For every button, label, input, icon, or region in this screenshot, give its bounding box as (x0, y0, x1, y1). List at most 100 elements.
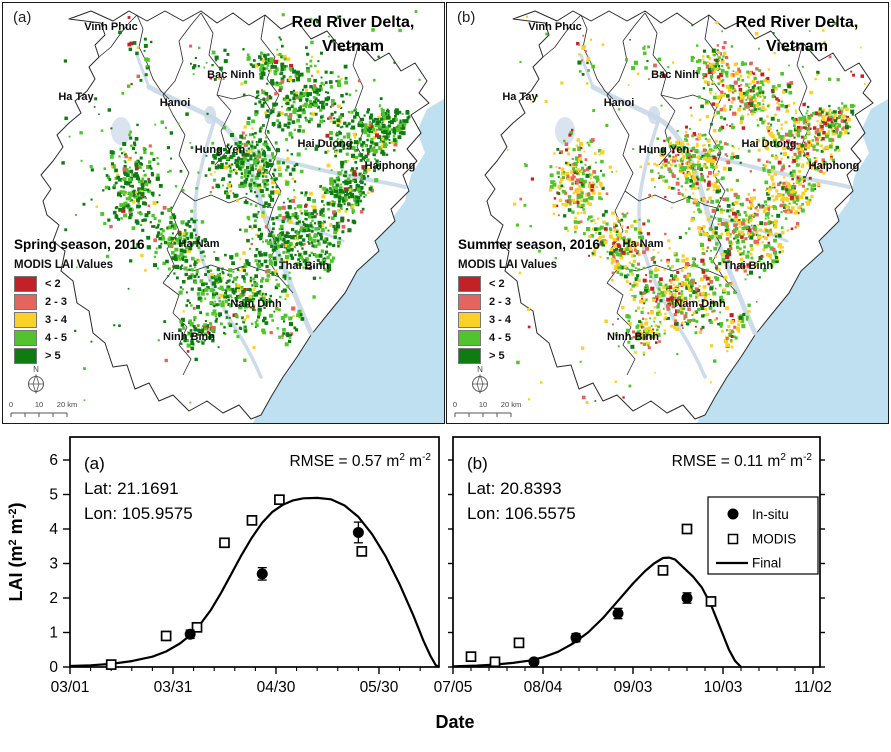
legend-row: 4 - 5 (458, 329, 557, 347)
legend-color-swatch (14, 312, 37, 328)
legend-class-label: 4 - 5 (45, 332, 68, 344)
y-axis-title: LAI (m2 m-2) (6, 503, 26, 602)
svg-text:20 km: 20 km (501, 400, 521, 409)
modis-points (465, 523, 717, 668)
modis-marker (513, 637, 525, 649)
compass-icon: N (28, 365, 44, 395)
compass-icon: N (472, 365, 488, 395)
x-axis-ticks: 03/01 03/31 04/30 05/30 (51, 667, 421, 696)
legend-color-swatch (458, 276, 481, 292)
province-label: Hanoi (603, 97, 635, 109)
final-curve (69, 496, 440, 668)
map-title-line2: Vietnam (766, 38, 828, 55)
legend-color-swatch (458, 312, 481, 328)
legend-class-label: 2 - 3 (489, 296, 512, 308)
legend-row: < 2 (458, 275, 557, 293)
insitu-marker (352, 526, 364, 538)
svg-text:N: N (33, 365, 39, 374)
map-title-line1: Red River Delta, (735, 14, 859, 31)
insitu-points (184, 521, 364, 640)
modis-marker (489, 656, 501, 668)
insitu-marker (256, 568, 268, 580)
lake (555, 117, 575, 145)
legend-color-swatch (14, 294, 37, 310)
map-title: Red River Delta, Vietnam (712, 11, 882, 59)
svg-text:4: 4 (49, 521, 58, 538)
legend-class-label: 3 - 4 (45, 314, 68, 326)
legend-class-label: < 2 (489, 278, 505, 290)
svg-text:2: 2 (49, 590, 58, 607)
rmse-value: RMSE = 0.11 m2 m-2 (672, 452, 813, 470)
legend-insitu-marker (727, 508, 739, 520)
summer-lai-map: N 0 10 20 km (453, 10, 888, 423)
scale-bar: 0 10 20 km (453, 400, 521, 417)
legend-row: > 5 (458, 347, 557, 365)
modis-marker (160, 630, 172, 642)
province-label: Ninh Binh (607, 331, 659, 343)
spring-lai-map: N 0 10 20 km (9, 10, 444, 423)
province-label: Nam Dinh (230, 298, 282, 310)
chart-annotations: (a) Lat: 21.1691 Lon: 105.9575 RMSE = 0.57 … (84, 452, 431, 523)
plot-frame (69, 436, 440, 668)
svg-text:1: 1 (49, 625, 58, 642)
legend-row: 2 - 3 (458, 293, 557, 311)
province-label: Ha Nam (178, 238, 220, 250)
svg-text:0: 0 (453, 400, 457, 409)
province-label: Hai Duong (297, 138, 353, 150)
province-label: Hanoi (159, 97, 191, 109)
province-label: Ninh Binh (163, 331, 215, 343)
modis-marker (219, 537, 230, 549)
modis-marker (681, 523, 693, 535)
insitu-marker (184, 628, 196, 640)
legend-color-swatch (458, 294, 481, 310)
modis-marker (465, 651, 477, 662)
modis-points (105, 494, 368, 670)
map-title-line1: Red River Delta, (291, 14, 415, 31)
province-label: Ha Tay (502, 91, 538, 103)
panel-letter: (b) (467, 454, 488, 473)
x-axis-ticks: 07/05 08/04 09/03 10/03 11/02 (434, 667, 832, 696)
legend-row: > 5 (14, 347, 113, 365)
svg-text:10: 10 (35, 400, 43, 409)
lai-dots (506, 15, 866, 404)
delta-outline (484, 10, 874, 420)
legend-row: 2 - 3 (14, 293, 113, 311)
province-label: Hung Yen (194, 144, 246, 156)
legend-class-label: > 5 (489, 350, 505, 362)
province-label: Bac Ninh (207, 69, 255, 81)
panel-letter: (a) (84, 454, 105, 473)
insitu-points (528, 592, 693, 668)
province-label: Hung Yen (638, 144, 690, 156)
legend-row: 3 - 4 (14, 311, 113, 329)
svg-text:N: N (477, 365, 483, 374)
svg-text:0: 0 (49, 659, 58, 676)
plot-frame (452, 436, 821, 668)
modis-marker (705, 596, 717, 607)
province-borders (98, 12, 368, 376)
lai-dots (61, 10, 421, 404)
legend-color-swatch (14, 330, 37, 346)
insitu-marker (528, 656, 540, 668)
legend-color-swatch (458, 348, 481, 364)
modis-marker (246, 515, 258, 526)
province-label: Thai Binh (278, 260, 330, 272)
final-curve (452, 556, 742, 668)
map-title: Red River Delta, Vietnam (268, 11, 438, 59)
modis-marker (274, 494, 285, 506)
legend-rows: < 2 2 - 3 3 - 4 4 - 5 > 5 (14, 275, 113, 365)
scale-bar: 0 10 20 km (9, 400, 77, 417)
season-label: Spring season, 2016 (14, 237, 145, 252)
province-label: Bac Ninh (651, 69, 699, 81)
lat-value: Lat: 20.8393 (467, 479, 562, 498)
modis-marker (191, 621, 203, 633)
x-axis-title: Date (435, 712, 474, 732)
lat-value: Lat: 21.1691 (84, 479, 179, 498)
province-label: Nam Dinh (674, 298, 726, 310)
svg-text:0: 0 (9, 400, 13, 409)
season-label: Summer season, 2016 (458, 237, 600, 252)
lai-legend: MODIS LAI Values < 2 2 - 3 3 - 4 4 - 5 > 5 (14, 259, 113, 365)
